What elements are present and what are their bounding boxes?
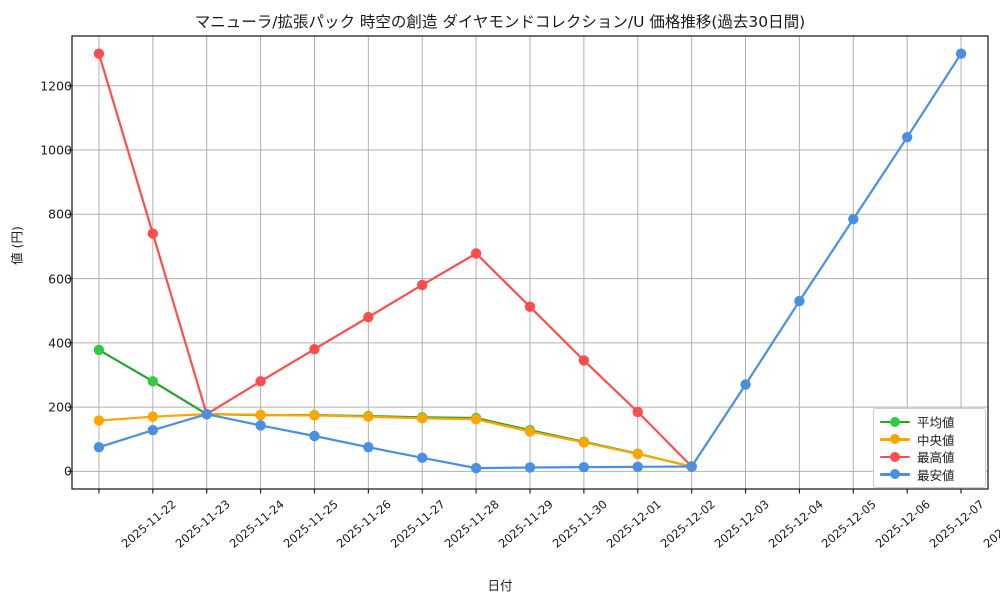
legend-line-icon-lowest (880, 468, 910, 480)
legend-item-median: 中央値 (880, 431, 979, 448)
legend-line-icon-average (880, 416, 910, 428)
y-tick-label: 1200 (40, 78, 72, 94)
y-tick-label: 1000 (40, 142, 72, 158)
legend-label-lowest: 最安値 (917, 467, 955, 483)
x-axis-label: 日付 (487, 578, 513, 593)
chart-legend: 平均値 中央値 最高値 最安値 (873, 408, 986, 488)
legend-label-median: 中央値 (917, 432, 955, 448)
legend-line-icon-median (880, 433, 910, 445)
y-tick-label: 400 (48, 335, 72, 351)
legend-label-highest: 最高値 (917, 450, 955, 466)
legend-item-average: 平均値 (880, 413, 979, 430)
y-axis-ticks: 0 200 400 600 800 1000 1200 (10, 0, 72, 600)
y-tick-label: 800 (48, 206, 72, 222)
legend-line-icon-highest (880, 451, 910, 463)
legend-label-average: 平均値 (917, 415, 955, 430)
legend-item-highest: 最高値 (880, 448, 979, 465)
y-tick-label: 600 (48, 271, 72, 287)
y-tick-label: 0 (64, 463, 72, 479)
y-tick-label: 200 (48, 399, 72, 415)
chart-title: マニューラ/拡張パック 時空の創造 ダイヤモンドコレクション/U 価格推移(過去… (194, 13, 806, 31)
legend-item-lowest: 最安値 (880, 466, 979, 483)
